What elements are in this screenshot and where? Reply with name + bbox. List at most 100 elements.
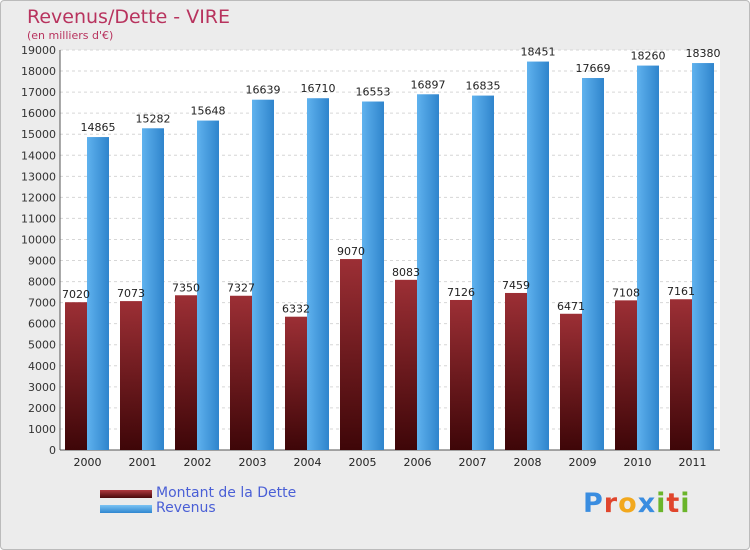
bar-dette	[560, 313, 582, 450]
bar-revenus	[142, 128, 164, 450]
bars: 7020 14865 7073 15282 7350 15648 7327 16639 6332…	[62, 46, 721, 451]
logo-letter: x	[637, 488, 657, 519]
x-tick-label: 2008	[514, 456, 542, 469]
data-label-dette: 7350	[172, 281, 200, 294]
x-tick-label: 2007	[459, 456, 487, 469]
data-label-dette: 7161	[667, 285, 695, 298]
logo-letter: i	[656, 488, 667, 519]
y-tick-label: 5000	[28, 339, 56, 352]
data-label-revenus: 17669	[576, 62, 611, 75]
y-tick-label: 6000	[28, 318, 56, 331]
data-label-dette: 7327	[227, 282, 255, 295]
bar-revenus	[527, 61, 549, 451]
proxiti-logo: Proxiti	[583, 488, 691, 519]
data-label-dette: 6332	[282, 303, 310, 316]
y-tick-label: 10000	[21, 233, 56, 246]
bar-dette	[230, 295, 252, 450]
bar-dette	[285, 316, 307, 450]
bar-dette	[395, 279, 417, 450]
bar-dette	[670, 299, 692, 450]
data-label-dette: 7073	[117, 287, 145, 300]
data-label-revenus: 14865	[81, 121, 116, 134]
chart-subtitle: (en milliers d'€)	[27, 29, 114, 42]
x-tick-label: 2005	[349, 456, 377, 469]
bar-revenus	[362, 101, 384, 450]
y-tick-label: 1000	[28, 423, 56, 436]
bar-chart: 0 1000 2000 3000 4000 5000 6000 7000 8000 9000 100…	[21, 44, 721, 469]
data-label-revenus: 16897	[411, 78, 446, 91]
y-tick-label: 19000	[21, 44, 56, 57]
logo-letter: r	[603, 488, 619, 519]
y-tick-label: 16000	[21, 107, 56, 120]
data-label-dette: 9070	[337, 245, 365, 258]
x-tick-label: 2009	[569, 456, 597, 469]
bar-revenus	[582, 78, 604, 450]
bar-dette	[65, 302, 87, 450]
y-tick-label: 8000	[28, 276, 56, 289]
y-tick-label: 4000	[28, 360, 56, 373]
chart-title: Revenus/Dette - VIRE	[27, 6, 231, 28]
bar-revenus	[692, 63, 714, 450]
y-tick-label: 15000	[21, 128, 56, 141]
legend-swatch-revenus	[100, 505, 152, 513]
data-label-revenus: 15282	[136, 112, 171, 125]
data-label-dette: 7108	[612, 286, 640, 299]
x-tick-label: 2010	[624, 456, 652, 469]
data-label-revenus: 16639	[246, 84, 281, 97]
data-label-revenus: 16710	[301, 82, 336, 95]
y-tick-label: 13000	[21, 170, 56, 183]
grid-lines	[59, 49, 720, 451]
y-tick-label: 7000	[28, 297, 56, 310]
data-label-revenus: 16553	[356, 86, 391, 99]
x-tick-label: 2002	[184, 456, 212, 469]
x-tick-label: 2006	[404, 456, 432, 469]
bar-dette	[505, 292, 527, 450]
y-tick-label: 2000	[28, 402, 56, 415]
x-tick-label: 2001	[129, 456, 157, 469]
data-label-dette: 7459	[502, 279, 530, 292]
bar-revenus	[252, 99, 274, 450]
data-label-revenus: 15648	[191, 105, 226, 118]
legend-label-dette: Montant de la Dette	[156, 485, 297, 501]
y-tick-label: 18000	[21, 65, 56, 78]
data-label-revenus: 16835	[466, 80, 501, 93]
bar-dette	[175, 295, 197, 450]
data-label-dette: 7020	[62, 288, 90, 301]
bar-revenus	[637, 65, 659, 450]
logo-letter: o	[618, 488, 638, 519]
y-tick-label: 12000	[21, 191, 56, 204]
data-label-dette: 6471	[557, 300, 585, 313]
plot-area	[60, 50, 720, 450]
y-tick-labels: 0 1000 2000 3000 4000 5000 6000 7000 8000 9000 100…	[21, 44, 56, 457]
bar-dette	[340, 259, 362, 450]
bar-revenus	[87, 137, 109, 451]
y-tick-label: 14000	[21, 149, 56, 162]
x-tick-label: 2003	[239, 456, 267, 469]
data-label-dette: 8083	[392, 266, 420, 279]
bar-revenus	[417, 94, 439, 450]
x-tick-label: 2000	[74, 456, 102, 469]
logo-letter: P	[583, 488, 604, 519]
x-tick-label: 2004	[294, 456, 322, 469]
data-label-revenus: 18260	[631, 50, 666, 63]
data-label-dette: 7126	[447, 286, 475, 299]
data-label-revenus: 18380	[686, 47, 721, 60]
legend-swatch-dette	[100, 490, 152, 498]
y-tick-label: 11000	[21, 212, 56, 225]
y-tick-label: 3000	[28, 381, 56, 394]
logo-letter: i	[680, 488, 691, 519]
bar-revenus	[197, 120, 219, 450]
bar-dette	[120, 301, 142, 450]
legend-label-revenus: Revenus	[156, 500, 216, 516]
y-tick-label: 0	[49, 444, 56, 457]
bar-revenus	[307, 98, 329, 451]
x-tick-labels: 2000 2001 2002 2003 2004 2005 2006 2007 2008 2009…	[74, 456, 707, 469]
y-tick-label: 17000	[21, 86, 56, 99]
bar-dette	[615, 300, 637, 450]
y-tick-label: 9000	[28, 255, 56, 268]
x-tick-label: 2011	[679, 456, 707, 469]
bar-dette	[450, 299, 472, 450]
logo-letter: t	[666, 488, 681, 519]
data-label-revenus: 18451	[521, 46, 556, 59]
bar-revenus	[472, 95, 494, 450]
